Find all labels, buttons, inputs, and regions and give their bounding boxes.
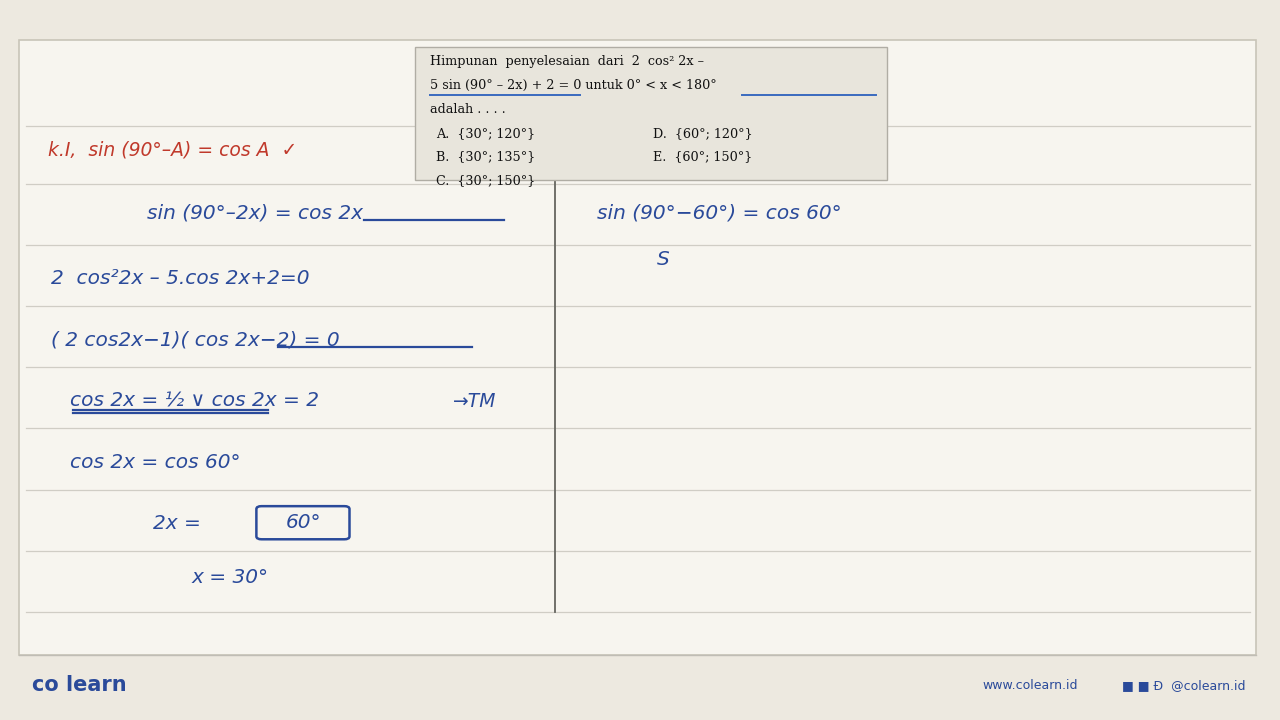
Text: www.colearn.id: www.colearn.id	[982, 679, 1078, 692]
Text: adalah . . . .: adalah . . . .	[430, 103, 506, 116]
Text: 2x =: 2x =	[154, 514, 207, 533]
Text: D.  {60°; 120°}: D. {60°; 120°}	[653, 127, 753, 140]
Text: A.  {30°; 120°}: A. {30°; 120°}	[436, 127, 535, 140]
Text: 60°: 60°	[285, 513, 321, 532]
Text: cos 2x = ½ ∨ cos 2x = 2: cos 2x = ½ ∨ cos 2x = 2	[70, 392, 319, 410]
Text: co learn: co learn	[32, 675, 127, 696]
Text: sin (90°–2x) = cos 2x: sin (90°–2x) = cos 2x	[147, 204, 362, 222]
Text: Himpunan  penyelesaian  dari  2  cos² 2x –: Himpunan penyelesaian dari 2 cos² 2x –	[430, 55, 704, 68]
Text: 5 sin (90° – 2x) + 2 = 0 untuk 0° < x < 180°: 5 sin (90° – 2x) + 2 = 0 untuk 0° < x < …	[430, 79, 717, 92]
Text: sin (90°−60°) = cos 60°: sin (90°−60°) = cos 60°	[596, 204, 842, 222]
Text: →TM: →TM	[453, 392, 497, 410]
Text: cos 2x = cos 60°: cos 2x = cos 60°	[70, 453, 241, 472]
FancyBboxPatch shape	[415, 47, 887, 180]
Text: ( 2 cos2x−1)( cos 2x−2) = 0: ( 2 cos2x−1)( cos 2x−2) = 0	[51, 330, 339, 349]
Text: 2  cos²2x – 5.cos 2x+2=0: 2 cos²2x – 5.cos 2x+2=0	[51, 269, 310, 288]
Text: ■ ■ Ð  @colearn.id: ■ ■ Ð @colearn.id	[1123, 679, 1245, 692]
FancyBboxPatch shape	[19, 40, 1257, 655]
Text: S: S	[657, 250, 669, 269]
Text: C.  {30°; 150°}: C. {30°; 150°}	[436, 174, 535, 187]
Text: B.  {30°; 135°}: B. {30°; 135°}	[436, 150, 535, 163]
Text: E.  {60°; 150°}: E. {60°; 150°}	[653, 150, 753, 163]
Text: k.I,  sin (90°–A) = cos A  ✓: k.I, sin (90°–A) = cos A ✓	[49, 140, 298, 159]
Text: x = 30°: x = 30°	[191, 568, 269, 587]
